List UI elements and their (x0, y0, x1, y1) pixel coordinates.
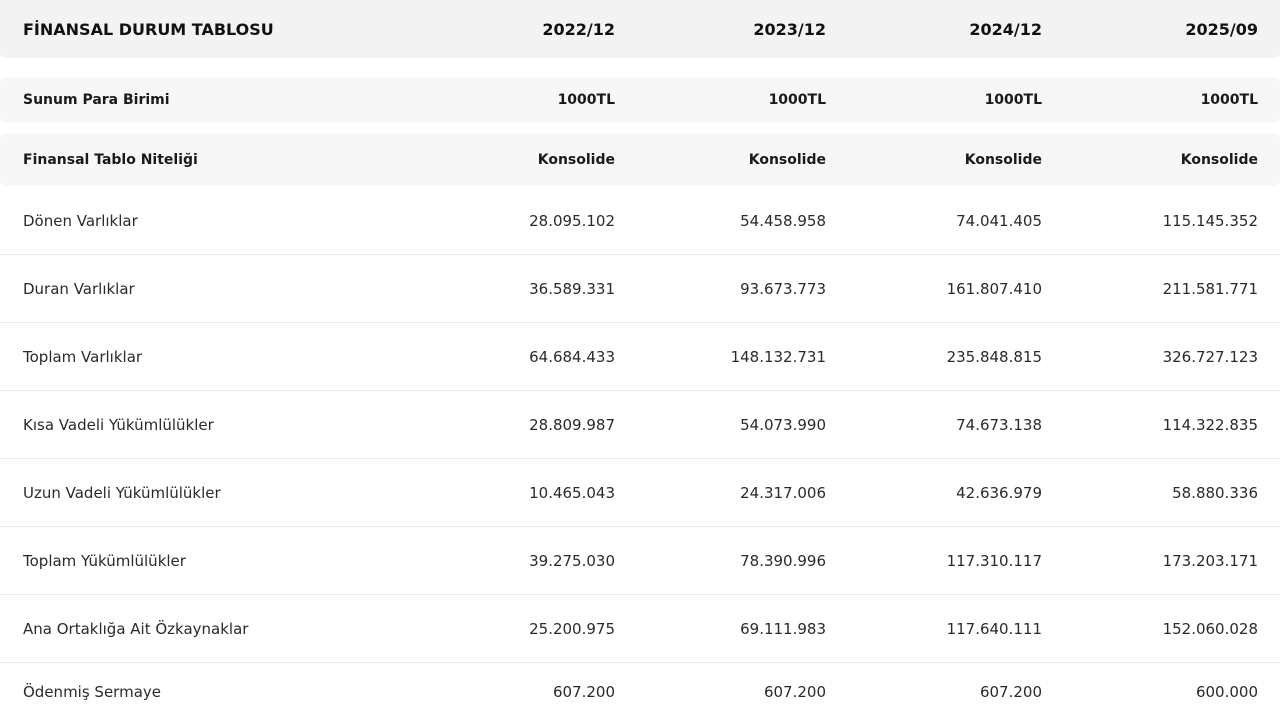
cell-value: 326.727.123 (1162, 347, 1258, 366)
cell-value: 54.458.958 (740, 211, 826, 230)
cell-value: Konsolide (748, 151, 826, 168)
cell-value: 114.322.835 (1162, 415, 1258, 434)
cell-value: Konsolide (964, 151, 1042, 168)
table-row: Duran Varlıklar 36.589.331 93.673.773 16… (0, 255, 1280, 323)
row-label: Uzun Vadeli Yükümlülükler (23, 483, 221, 502)
cell-value: 117.310.117 (946, 551, 1042, 570)
cell-value: 600.000 (1195, 682, 1258, 701)
column-header-2024-12: 2024/12 (969, 19, 1042, 39)
cell-value: 1000TL (984, 92, 1042, 108)
cell-value: 25.200.975 (529, 619, 615, 638)
cell-value: 93.673.773 (740, 279, 826, 298)
cell-value: 115.145.352 (1162, 211, 1258, 230)
cell-value: 235.848.815 (946, 347, 1042, 366)
cell-value: Konsolide (1180, 151, 1258, 168)
cell-value: 211.581.771 (1162, 279, 1258, 298)
cell-value: 1000TL (557, 92, 615, 108)
cell-value: 148.132.731 (730, 347, 826, 366)
cell-value: 607.200 (552, 682, 615, 701)
cell-value: 152.060.028 (1162, 619, 1258, 638)
row-label: Finansal Tablo Niteliği (23, 151, 198, 168)
table-title: FİNANSAL DURUM TABLOSU (23, 19, 274, 39)
cell-value: 117.640.111 (946, 619, 1042, 638)
cell-value: 39.275.030 (529, 551, 615, 570)
row-label: Toplam Yükümlülükler (23, 551, 186, 570)
column-header-2025-09: 2025/09 (1185, 19, 1258, 39)
cell-value: 69.111.983 (740, 619, 826, 638)
cell-value: 28.809.987 (529, 415, 615, 434)
table-row: Uzun Vadeli Yükümlülükler 10.465.043 24.… (0, 459, 1280, 527)
cell-value: 74.041.405 (956, 211, 1042, 230)
currency-row: Sunum Para Birimi 1000TL 1000TL 1000TL 1… (0, 77, 1280, 123)
column-header-2022-12: 2022/12 (542, 19, 615, 39)
table-row: Toplam Yükümlülükler 39.275.030 78.390.9… (0, 527, 1280, 595)
cell-value: 607.200 (979, 682, 1042, 701)
column-header-2023-12: 2023/12 (753, 19, 826, 39)
cell-value: 64.684.433 (529, 347, 615, 366)
table-header-row: FİNANSAL DURUM TABLOSU 2022/12 2023/12 2… (0, 0, 1280, 58)
cell-value: 36.589.331 (529, 279, 615, 298)
cell-value: Konsolide (537, 151, 615, 168)
row-label: Ana Ortaklığa Ait Özkaynaklar (23, 619, 249, 638)
cell-value: 74.673.138 (956, 415, 1042, 434)
cell-value: 607.200 (763, 682, 826, 701)
row-label: Dönen Varlıklar (23, 211, 138, 230)
table-row: Ana Ortaklığa Ait Özkaynaklar 25.200.975… (0, 595, 1280, 663)
cell-value: 58.880.336 (1172, 483, 1258, 502)
table-row: Dönen Varlıklar 28.095.102 54.458.958 74… (0, 187, 1280, 255)
cell-value: 24.317.006 (740, 483, 826, 502)
row-label: Toplam Varlıklar (23, 347, 143, 366)
row-label: Kısa Vadeli Yükümlülükler (23, 415, 214, 434)
cell-value: 54.073.990 (740, 415, 826, 434)
table-row: Ödenmiş Sermaye 607.200 607.200 607.200 … (0, 663, 1280, 720)
row-label: Sunum Para Birimi (23, 92, 170, 108)
row-label: Duran Varlıklar (23, 279, 135, 298)
statement-type-row: Finansal Tablo Niteliği Konsolide Konsol… (0, 133, 1280, 186)
table-row: Kısa Vadeli Yükümlülükler 28.809.987 54.… (0, 391, 1280, 459)
cell-value: 173.203.171 (1162, 551, 1258, 570)
cell-value: 42.636.979 (956, 483, 1042, 502)
cell-value: 78.390.996 (740, 551, 826, 570)
cell-value: 1000TL (768, 92, 826, 108)
table-row: Toplam Varlıklar 64.684.433 148.132.731 … (0, 323, 1280, 391)
cell-value: 161.807.410 (946, 279, 1042, 298)
row-label: Ödenmiş Sermaye (23, 682, 161, 701)
cell-value: 1000TL (1200, 92, 1258, 108)
cell-value: 10.465.043 (529, 483, 615, 502)
cell-value: 28.095.102 (529, 211, 615, 230)
